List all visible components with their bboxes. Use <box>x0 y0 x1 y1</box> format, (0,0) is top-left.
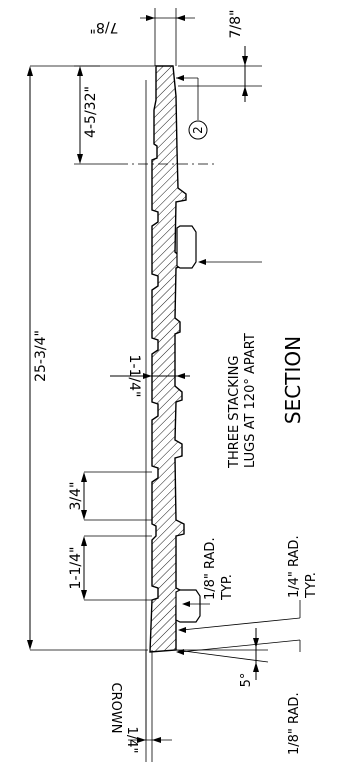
stacking-lug-upper <box>176 225 197 269</box>
note-lugs-line1: THREE STACKING <box>227 356 242 469</box>
dim-upper-height: 4-5/32" <box>83 86 99 138</box>
dim-crown-label: CROWN <box>108 683 123 734</box>
section-title: SECTION <box>281 336 305 424</box>
dim-right-offset: 7/8" <box>228 10 244 39</box>
note-rad2-line2: TYP. <box>304 572 319 599</box>
dim-lower-height: 1-1/4" <box>68 547 84 590</box>
dim-crown-value: 1/4" <box>124 727 139 754</box>
note-lugs-line2: LUGS AT 120° APART <box>243 333 258 468</box>
note-rad1-line1: 1/8" RAD. <box>203 537 218 600</box>
dim-rib-spacing: 3/4" <box>68 482 84 511</box>
dim-overall-height: 25-3/4" <box>33 330 49 382</box>
dim-thickness: 1-1/4" <box>126 355 142 398</box>
dim-angle: 5° <box>239 673 254 688</box>
balloon-circle <box>188 120 208 140</box>
balloon-number: 2 <box>191 126 205 134</box>
note-rad2-line1: 1/4" RAD. <box>287 535 302 598</box>
note-rad3: 1/8" RAD. <box>287 692 302 755</box>
note-rad1-line2: TYP. <box>220 574 235 601</box>
dim-top-offset: 7/8" <box>90 19 119 35</box>
section-profile <box>149 65 187 653</box>
